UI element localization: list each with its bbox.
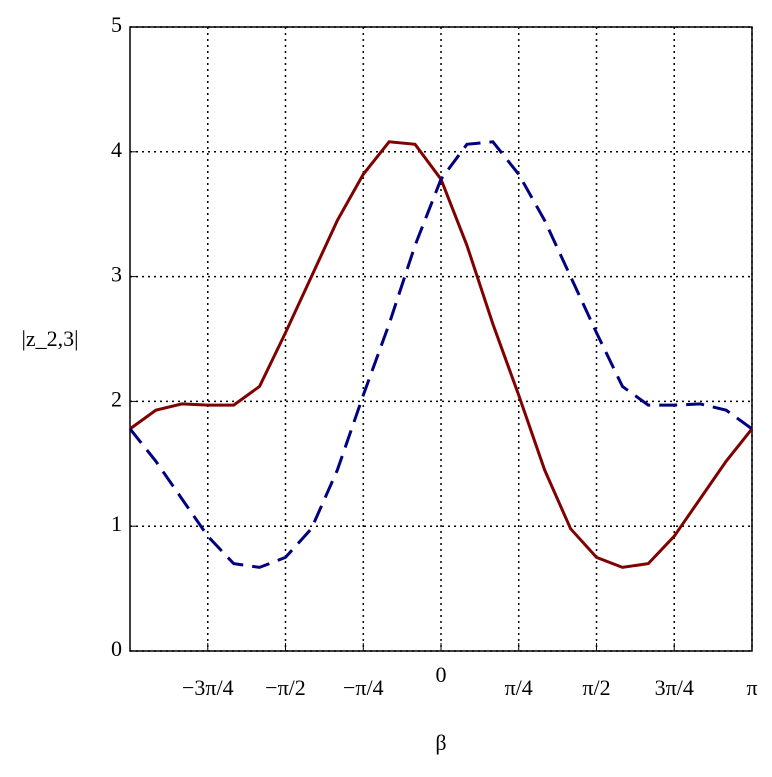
y-tick-label: 2 bbox=[111, 386, 122, 411]
y-axis-label: |z_2,3| bbox=[21, 326, 78, 351]
plot-frame bbox=[129, 26, 753, 652]
y-tick-label: 5 bbox=[111, 12, 122, 37]
x-axis-label: β bbox=[435, 730, 446, 755]
x-tick-label: −π/2 bbox=[265, 675, 306, 700]
y-tick-label: 4 bbox=[111, 137, 122, 162]
line-series bbox=[128, 140, 753, 569]
line-series bbox=[129, 140, 754, 569]
x-tick-label: π/4 bbox=[505, 675, 533, 700]
y-tick-label: 3 bbox=[111, 262, 122, 287]
x-tick-label: −π/4 bbox=[343, 675, 384, 700]
x-tick-label: π bbox=[746, 675, 757, 700]
x-tick-label: 0 bbox=[436, 662, 447, 687]
y-tick-label: 0 bbox=[111, 636, 122, 661]
x-tick-label: −3π/4 bbox=[182, 675, 234, 700]
y-tick-label: 1 bbox=[111, 511, 122, 536]
x-tick-label: 3π/4 bbox=[655, 675, 694, 700]
x-tick-label: π/2 bbox=[582, 675, 610, 700]
